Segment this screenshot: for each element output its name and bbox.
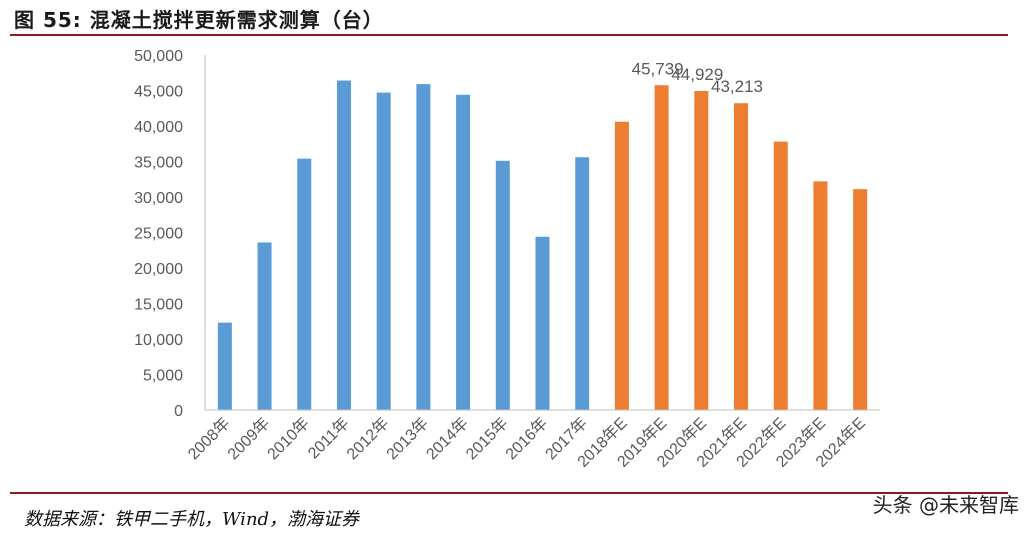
- bar-2017年: [575, 157, 590, 410]
- y-tick-label: 15,000: [134, 297, 183, 314]
- bars: [217, 80, 868, 411]
- y-tick-label: 50,000: [134, 48, 183, 65]
- x-tick-label: 2011年: [304, 414, 352, 462]
- y-tick-label: 30,000: [134, 190, 183, 207]
- source-note: 数据来源：铁甲二手机，Wind，渤海证券: [24, 509, 360, 530]
- x-tick-label: 2015年: [462, 414, 511, 463]
- bar-2015年: [495, 160, 510, 410]
- y-tick-label: 40,000: [134, 119, 183, 136]
- bar-2011年: [336, 80, 351, 410]
- x-tick-label: 2008年: [184, 414, 233, 463]
- x-tick-label: 2010年: [264, 414, 313, 463]
- bar-2008年: [217, 322, 232, 410]
- bottom-rule: [10, 492, 1008, 494]
- bar-2022年E: [773, 141, 788, 410]
- watermark: 头条 @未来智库: [872, 493, 1019, 517]
- figure-title: 图 55: 混凝土搅拌更新需求测算（台）: [14, 8, 384, 32]
- y-tick-label: 25,000: [134, 226, 183, 243]
- y-tick-label: 10,000: [134, 332, 183, 349]
- bar-2016年: [535, 236, 550, 410]
- bar-2018年E: [614, 121, 629, 411]
- x-tick-label: 2012年: [343, 414, 392, 463]
- bar-2010年: [297, 158, 312, 410]
- y-tick-label: 20,000: [134, 261, 183, 278]
- bar-2019年E: [654, 85, 669, 410]
- y-tick-label: 35,000: [134, 155, 183, 172]
- x-tick-label: 2009年: [224, 414, 273, 463]
- data-label: 44,929: [671, 65, 723, 84]
- bar-2023年E: [813, 181, 828, 410]
- bar-2021年E: [734, 103, 749, 411]
- bar-2012年: [376, 92, 391, 410]
- y-tick-label: 45,000: [134, 84, 183, 101]
- y-tick-label: 0: [174, 403, 183, 420]
- bar-2013年: [416, 84, 431, 411]
- bar-2009年: [257, 242, 272, 410]
- bar-2020年E: [694, 91, 709, 411]
- top-rule: [10, 34, 1008, 36]
- y-axis: 0 5,000 10,000 15,000 20,000 25,000 30,000 35,0…: [134, 48, 206, 420]
- x-tick-label: 2016年: [502, 414, 551, 463]
- x-tick-label: 2014年: [423, 414, 472, 463]
- data-label: 43,213: [711, 77, 763, 96]
- bar-2014年: [456, 94, 471, 410]
- x-tick-label: 2013年: [383, 414, 432, 463]
- data-label: 45,739: [632, 59, 684, 78]
- x-axis: 2008年2009年2010年2011年2012年2013年2014年2015年…: [184, 409, 880, 471]
- bar-2024年E: [853, 189, 868, 410]
- y-tick-label: 5,000: [143, 368, 183, 385]
